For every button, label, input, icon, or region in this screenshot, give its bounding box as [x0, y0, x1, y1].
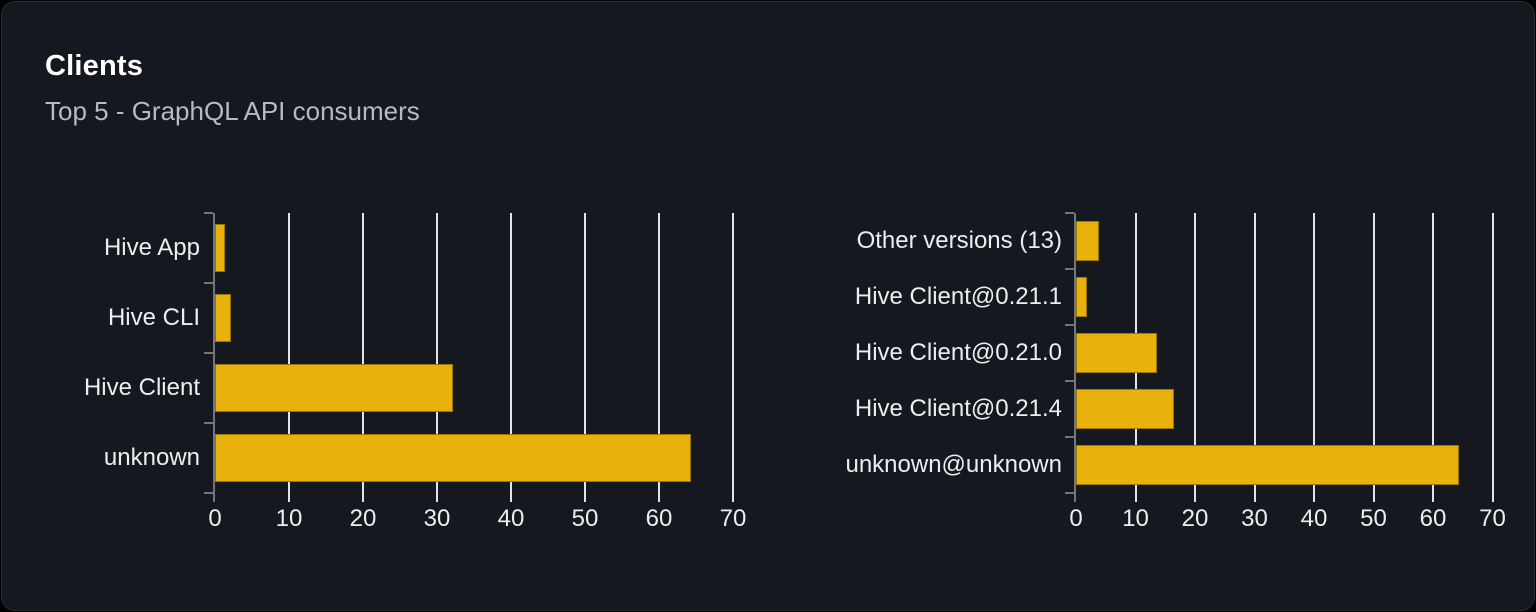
y-axis-tick — [1065, 380, 1074, 382]
x-axis-tick — [213, 493, 215, 502]
bar[interactable] — [215, 434, 691, 482]
x-tick-label: 10 — [1122, 505, 1149, 532]
x-tick-label: 60 — [645, 505, 673, 532]
category-label: unknown — [103, 444, 200, 471]
bar[interactable] — [215, 364, 453, 412]
x-tick-label: 30 — [423, 505, 451, 532]
y-axis-tick — [204, 282, 213, 284]
bar[interactable] — [215, 294, 232, 342]
x-tick-label: 40 — [1300, 505, 1328, 532]
x-tick-label: 0 — [1069, 505, 1083, 532]
x-tick-label: 20 — [349, 505, 377, 532]
y-axis-tick — [1065, 212, 1074, 214]
gridline — [732, 213, 734, 502]
y-axis-tick — [204, 422, 213, 424]
x-tick-label: 70 — [1479, 505, 1506, 532]
bar[interactable] — [1076, 221, 1099, 261]
bar[interactable] — [1076, 389, 1174, 429]
gridline — [1491, 213, 1494, 502]
category-label: Hive App — [103, 234, 200, 261]
category-label: Hive Client@0.21.0 — [854, 339, 1062, 366]
bar[interactable] — [1076, 277, 1088, 317]
category-label: Hive CLI — [107, 304, 200, 331]
x-tick-label: 30 — [1241, 505, 1268, 532]
category-label: Hive Client@0.21.1 — [854, 283, 1062, 310]
x-tick-label: 50 — [1360, 505, 1387, 532]
category-label: Hive Client@0.21.4 — [854, 395, 1062, 422]
bar[interactable] — [1076, 333, 1157, 373]
y-axis-tick — [204, 212, 213, 214]
category-label: Hive Client — [83, 374, 200, 401]
x-tick-label: 0 — [208, 505, 222, 532]
x-tick-label: 20 — [1181, 505, 1209, 532]
y-axis-tick — [1065, 492, 1074, 494]
y-axis-tick — [1065, 324, 1074, 326]
x-tick-label: 50 — [571, 505, 599, 532]
x-tick-label: 60 — [1419, 505, 1447, 532]
y-axis-tick — [1065, 436, 1074, 438]
card-title: Clients — [45, 50, 144, 82]
y-axis-tick — [204, 352, 213, 354]
x-tick-label: 40 — [497, 505, 525, 532]
x-tick-label: 70 — [719, 505, 747, 532]
x-axis-tick — [1074, 493, 1076, 502]
bar[interactable] — [215, 224, 226, 272]
category-label: Other versions (13) — [856, 227, 1062, 254]
y-axis-tick — [1065, 268, 1074, 270]
card-subtitle: Top 5 - GraphQL API consumers — [45, 96, 420, 126]
bar[interactable] — [1076, 445, 1459, 485]
y-axis-tick — [204, 492, 213, 494]
x-tick-label: 10 — [275, 505, 303, 532]
